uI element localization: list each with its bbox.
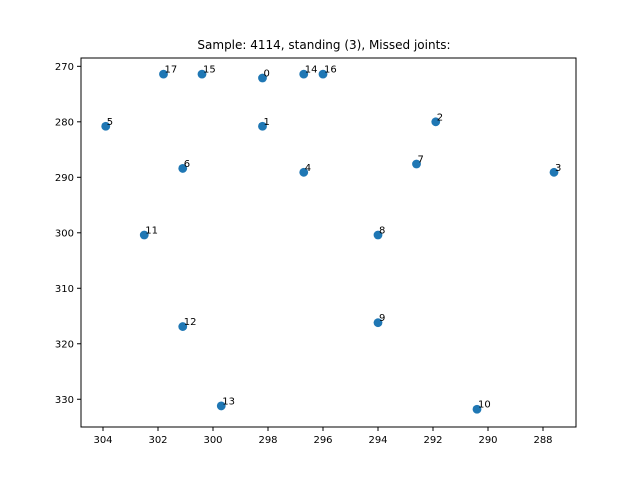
y-tick-label: 300 [55,228,74,239]
y-tick-label: 320 [55,339,74,350]
x-tick-label: 292 [423,435,442,446]
joint-point [549,167,559,177]
y-tick-label: 280 [55,117,74,128]
joint-point [299,167,309,177]
joint-point [318,69,328,79]
joint-point [159,69,168,79]
y-tick-label: 310 [55,284,74,295]
joint-label: 13 [222,396,235,407]
joint-point [197,69,207,79]
joint-point [431,117,441,127]
joint-point [216,401,226,411]
joint-point [472,404,482,414]
joint-label: 7 [418,154,424,165]
joint-label: 10 [478,400,491,411]
joint-label: 17 [165,65,178,76]
joint-label: 16 [324,65,337,76]
joint-point [178,164,188,173]
joint-label: 11 [145,226,158,237]
joint-point [101,121,111,131]
x-tick-label: 304 [93,435,112,446]
joint-label: 8 [379,226,385,237]
plot-layer: 304 302 300 298 296 294 292 290 2882702802903003… [55,62,561,446]
x-tick-label: 300 [203,435,222,446]
joint-point [412,159,421,169]
y-tick-label: 270 [55,62,74,73]
joint-point [299,69,309,79]
joint-label: 6 [184,159,190,170]
joint-label: 5 [107,117,113,128]
y-tick-label: 290 [55,173,74,184]
joint-label: 4 [305,163,311,174]
joint-point [258,121,267,131]
joint-label: 1 [264,117,270,128]
joint-point [178,322,188,331]
x-tick-label: 288 [533,435,552,446]
joint-label: 12 [184,317,197,328]
x-tick-label: 298 [258,435,277,446]
plot-frame [80,57,577,428]
x-tick-label: 302 [148,435,167,446]
y-tick-label: 330 [55,395,74,406]
x-tick-label: 294 [368,435,387,446]
joint-label: 3 [555,163,561,174]
joint-label: 2 [437,112,443,123]
joint-label: 0 [264,68,270,79]
x-tick-label: 290 [478,435,497,446]
joint-label: 14 [305,65,318,76]
joint-label: 9 [379,313,385,324]
joint-label: 15 [203,65,216,76]
joint-point [373,318,383,328]
joint-point [258,73,267,83]
joint-point [139,230,149,240]
x-tick-label: 296 [313,435,332,446]
joint-point [373,230,383,240]
chart-title: Sample: 4114, standing (3), Missed joint… [197,38,450,52]
